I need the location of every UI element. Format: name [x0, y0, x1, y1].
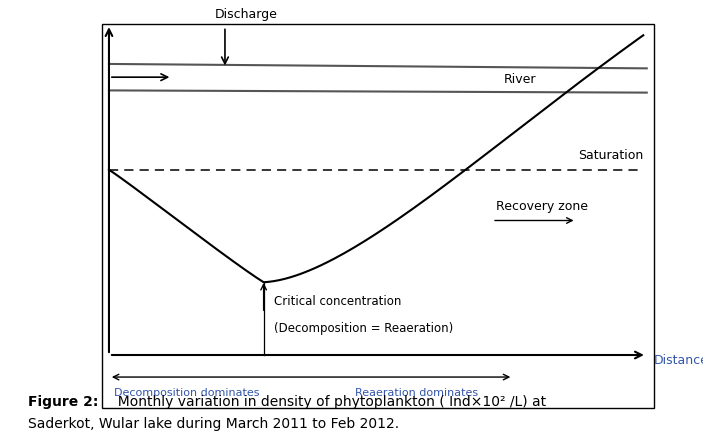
Text: Monthly variation in density of phytoplankton ( Ind×10² /L) at: Monthly variation in density of phytopla…: [109, 395, 546, 409]
Text: Critical concentration: Critical concentration: [274, 295, 401, 308]
Text: Distance: Distance: [654, 354, 703, 367]
Text: Discharge: Discharge: [214, 8, 277, 21]
Text: Figure 2:: Figure 2:: [28, 395, 98, 409]
Text: Saderkot, Wular lake during March 2011 to Feb 2012.: Saderkot, Wular lake during March 2011 t…: [28, 417, 399, 431]
Text: Saturation: Saturation: [578, 149, 643, 162]
Text: Recovery zone: Recovery zone: [496, 200, 588, 213]
Text: River: River: [504, 73, 536, 86]
Text: (Decomposition = Reaeration): (Decomposition = Reaeration): [274, 322, 453, 335]
Text: Reaeration dominates: Reaeration dominates: [355, 388, 478, 398]
Text: Decomposition dominates: Decomposition dominates: [114, 388, 259, 398]
